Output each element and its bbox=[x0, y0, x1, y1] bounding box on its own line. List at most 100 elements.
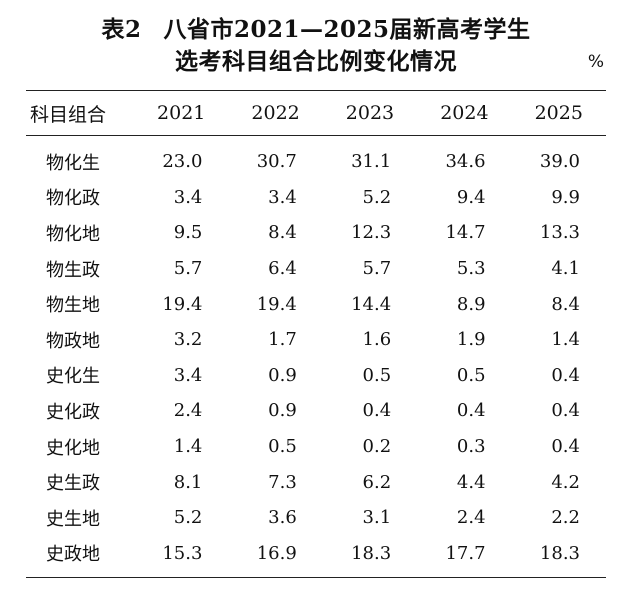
row-value-cell: 19.4 bbox=[162, 293, 203, 315]
row-value-cell: 23.0 bbox=[162, 151, 203, 173]
row-value-cell: 1.4 bbox=[551, 329, 580, 351]
header-year: 2024 bbox=[440, 102, 489, 124]
table-row: 史化生 3.4 0.9 0.5 0.5 0.4 bbox=[26, 358, 606, 394]
row-value-cell: 18.3 bbox=[351, 542, 392, 564]
row-value-cell: 0.5 bbox=[362, 364, 392, 386]
row-subject-cell: 物化政 bbox=[46, 188, 100, 210]
table-number-label: 表2 bbox=[101, 16, 142, 43]
row-subject-cell: 物化地 bbox=[46, 223, 100, 245]
row-value-cell: 14.4 bbox=[351, 293, 392, 315]
row-value-cell: 5.7 bbox=[362, 258, 392, 280]
row-value-cell: 17.7 bbox=[445, 542, 486, 564]
table-row: 物生政 5.7 6.4 5.7 5.3 4.1 bbox=[26, 251, 606, 287]
header-year: 2025 bbox=[534, 102, 583, 124]
table-row: 史化政 2.4 0.9 0.4 0.4 0.4 bbox=[26, 393, 606, 429]
table-caption: 表2 八省市2021—2025届新高考学生 选考科目组合比例变化情况 bbox=[0, 14, 632, 78]
row-value-cell: 3.4 bbox=[173, 364, 203, 386]
row-value-cell: 0.4 bbox=[551, 436, 580, 458]
row-value-cell: 1.7 bbox=[268, 329, 297, 351]
row-value-cell: 5.2 bbox=[173, 507, 203, 529]
row-value-cell: 3.4 bbox=[268, 186, 297, 208]
row-subject-cell: 史化生 bbox=[46, 366, 100, 388]
row-subject-cell: 物生地 bbox=[46, 295, 100, 317]
row-value-cell: 9.4 bbox=[456, 186, 486, 208]
row-value-cell: 5.2 bbox=[362, 186, 392, 208]
row-subject-cell: 史生政 bbox=[46, 473, 100, 495]
row-value-cell: 39.0 bbox=[539, 151, 580, 173]
row-value-cell: 3.4 bbox=[173, 186, 203, 208]
row-value-cell: 1.6 bbox=[362, 329, 392, 351]
unit-label: % bbox=[587, 52, 604, 72]
row-subject-cell: 史生地 bbox=[46, 508, 100, 530]
row-value-cell: 9.9 bbox=[551, 186, 580, 208]
header-year: 2021 bbox=[157, 102, 206, 124]
row-value-cell: 0.2 bbox=[362, 436, 392, 458]
row-value-cell: 0.5 bbox=[456, 364, 486, 386]
row-value-cell: 34.6 bbox=[445, 151, 486, 173]
row-value-cell: 3.2 bbox=[173, 329, 203, 351]
row-subject-cell: 史化地 bbox=[46, 437, 100, 459]
row-value-cell: 2.4 bbox=[173, 400, 203, 422]
row-value-cell: 5.7 bbox=[173, 258, 203, 280]
table-row: 史政地 15.3 16.9 18.3 17.7 18.3 bbox=[26, 536, 606, 578]
row-value-cell: 18.3 bbox=[539, 542, 580, 564]
row-value-cell: 8.4 bbox=[551, 293, 580, 315]
row-value-cell: 3.6 bbox=[268, 507, 297, 529]
row-value-cell: 8.1 bbox=[173, 471, 203, 493]
row-value-cell: 9.5 bbox=[173, 222, 203, 244]
table-header: 科目组合 2021 2022 2023 2024 2025 bbox=[26, 90, 606, 136]
row-value-cell: 1.9 bbox=[456, 329, 486, 351]
row-subject-cell: 史化政 bbox=[46, 401, 100, 423]
row-value-cell: 15.3 bbox=[162, 542, 203, 564]
data-table-container: 科目组合 2021 2022 2023 2024 2025 物化生 23.0 30.7 31.1… bbox=[26, 90, 606, 578]
row-value-cell: 5.3 bbox=[456, 258, 486, 280]
row-value-cell: 4.1 bbox=[551, 258, 580, 280]
row-value-cell: 0.4 bbox=[551, 400, 580, 422]
row-value-cell: 16.9 bbox=[256, 542, 297, 564]
row-value-cell: 14.7 bbox=[445, 222, 486, 244]
row-value-cell: 6.2 bbox=[362, 471, 392, 493]
caption-title-text: 八省市2021—2025届新高考学生 bbox=[163, 16, 531, 43]
table-row: 史化地 1.4 0.5 0.2 0.3 0.4 bbox=[26, 429, 606, 465]
row-value-cell: 4.2 bbox=[551, 471, 580, 493]
caption-line-1: 表2 八省市2021—2025届新高考学生 bbox=[0, 14, 632, 46]
row-value-cell: 0.5 bbox=[268, 436, 297, 458]
row-value-cell: 8.9 bbox=[456, 293, 486, 315]
table-row: 史生地 5.2 3.6 3.1 2.4 2.2 bbox=[26, 500, 606, 536]
row-value-cell: 2.4 bbox=[456, 507, 486, 529]
table-row: 物化地 9.5 8.4 12.3 14.7 13.3 bbox=[26, 215, 606, 251]
table-row: 物政地 3.2 1.7 1.6 1.9 1.4 bbox=[26, 322, 606, 358]
row-value-cell: 30.7 bbox=[256, 151, 297, 173]
table-row: 史生政 8.1 7.3 6.2 4.4 4.2 bbox=[26, 464, 606, 500]
row-subject-cell: 物化生 bbox=[46, 152, 100, 174]
table-body: 物化生 23.0 30.7 31.1 34.6 39.0 物化政 3.4 3.4 5.2 9.4 9.… bbox=[26, 136, 606, 578]
header-year: 2023 bbox=[345, 102, 395, 124]
row-value-cell: 8.4 bbox=[268, 222, 297, 244]
row-value-cell: 31.1 bbox=[351, 151, 392, 173]
row-subject-cell: 史政地 bbox=[46, 544, 100, 566]
table-row: 物化政 3.4 3.4 5.2 9.4 9.9 bbox=[26, 180, 606, 216]
row-value-cell: 0.9 bbox=[268, 364, 297, 386]
row-value-cell: 12.3 bbox=[351, 222, 392, 244]
row-value-cell: 6.4 bbox=[268, 258, 297, 280]
row-subject-cell: 物生政 bbox=[46, 259, 100, 281]
header-row: 科目组合 2021 2022 2023 2024 2025 bbox=[26, 90, 606, 136]
row-value-cell: 0.4 bbox=[362, 400, 392, 422]
row-value-cell: 7.3 bbox=[268, 471, 297, 493]
row-value-cell: 0.4 bbox=[551, 364, 580, 386]
header-year: 2022 bbox=[251, 102, 300, 124]
row-subject-cell: 物政地 bbox=[46, 330, 100, 352]
row-value-cell: 4.4 bbox=[456, 471, 486, 493]
row-value-cell: 0.9 bbox=[268, 400, 297, 422]
table-row: 物化生 23.0 30.7 31.1 34.6 39.0 bbox=[26, 136, 606, 180]
table-row: 物生地 19.4 19.4 14.4 8.9 8.4 bbox=[26, 286, 606, 322]
subject-combination-table: 科目组合 2021 2022 2023 2024 2025 物化生 23.0 30.7 31.1… bbox=[26, 90, 606, 578]
row-value-cell: 0.4 bbox=[456, 400, 486, 422]
row-value-cell: 1.4 bbox=[173, 436, 203, 458]
row-value-cell: 19.4 bbox=[256, 293, 297, 315]
row-value-cell: 0.3 bbox=[456, 436, 486, 458]
row-value-cell: 3.1 bbox=[362, 507, 392, 529]
caption-line-2: 选考科目组合比例变化情况 bbox=[175, 48, 457, 75]
row-value-cell: 2.2 bbox=[551, 507, 580, 529]
row-value-cell: 13.3 bbox=[539, 222, 580, 244]
